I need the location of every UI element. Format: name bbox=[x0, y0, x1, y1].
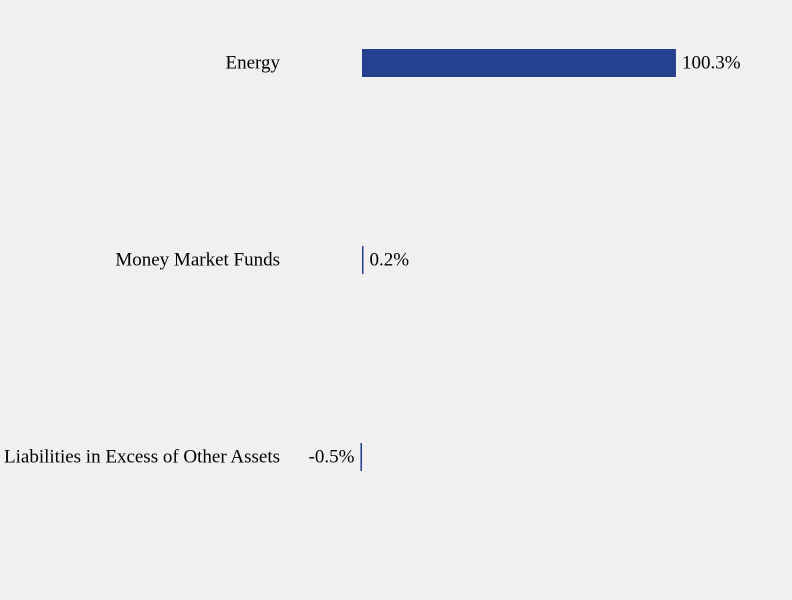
category-label: Money Market Funds bbox=[115, 250, 280, 271]
bar-0 bbox=[362, 49, 676, 77]
value-label: 0.2% bbox=[370, 250, 410, 271]
labels-layer: Energy 100.3% Money Market Funds 0.2% Liabil… bbox=[4, 53, 741, 468]
value-label: -0.5% bbox=[309, 447, 355, 468]
bars-layer bbox=[360, 49, 676, 471]
bar-1 bbox=[362, 246, 364, 274]
bar-2 bbox=[360, 443, 362, 471]
value-label: 100.3% bbox=[682, 53, 741, 74]
category-label: Liabilities in Excess of Other Assets bbox=[4, 447, 280, 468]
category-label: Energy bbox=[225, 53, 280, 74]
